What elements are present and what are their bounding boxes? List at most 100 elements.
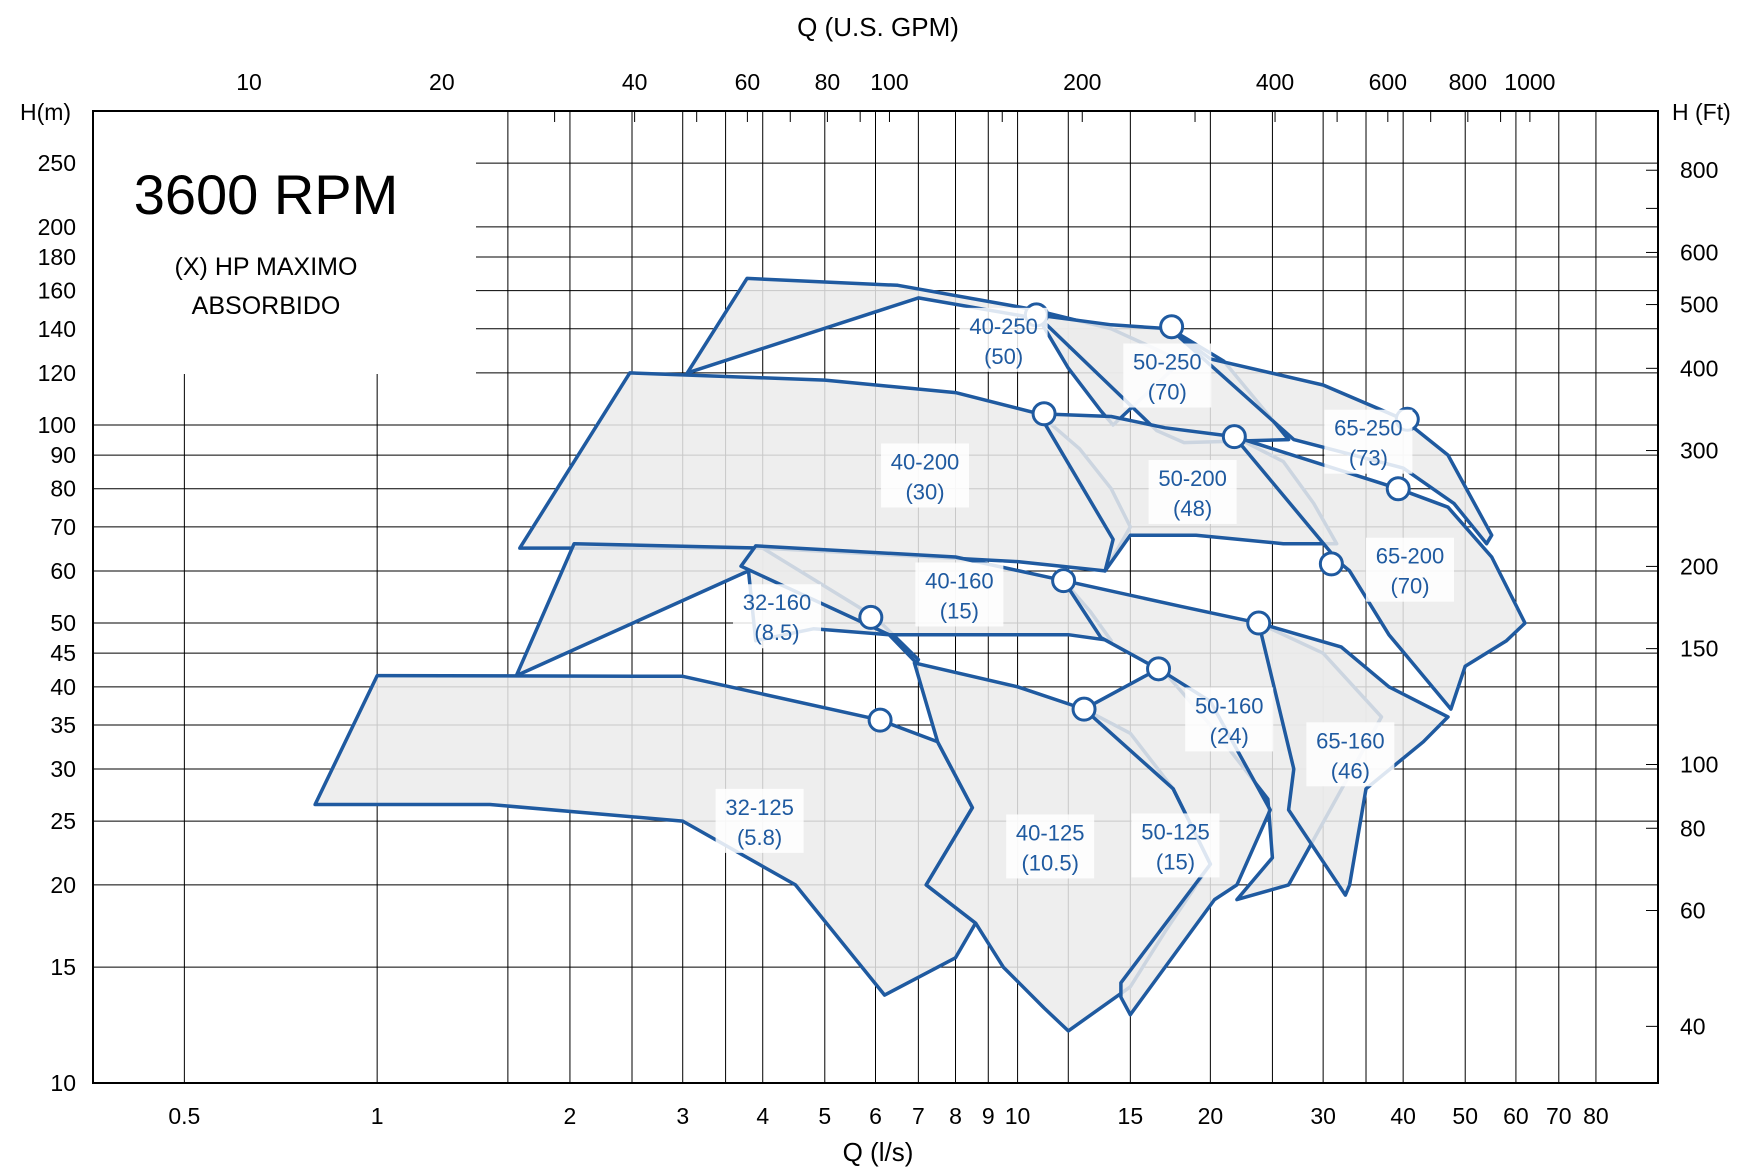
pump-model-label: 50-200 [1158,466,1227,491]
y2-tick-label: 60 [1680,897,1706,923]
y-tick-label: 80 [50,476,76,502]
y2-tick-label: 150 [1680,636,1718,662]
bep-marker-50-250 [1159,314,1185,340]
y-tick-label: 140 [38,316,76,342]
pump-hp-label: (73) [1349,446,1388,471]
x2-tick-label: 800 [1449,69,1487,95]
x-tick-label: 60 [1503,1103,1529,1129]
pump-model-label: 40-125 [1016,820,1085,845]
x2-tick-label: 400 [1256,69,1294,95]
y2-tick-label: 400 [1680,355,1718,381]
pump-model-label: 32-125 [725,795,794,820]
x2-tick-label: 1000 [1504,69,1555,95]
y-axis-title-right: H (Ft) [1672,99,1731,125]
y-tick-label: 50 [50,610,76,636]
bep-marker-65-160 [1318,551,1344,577]
x-tick-label: 3 [676,1103,689,1129]
y-tick-label: 45 [50,640,76,666]
pump-label-bg-40-160 [915,562,1004,627]
bep-marker-32-160 [858,604,884,630]
pump-label-bg-65-200 [1366,537,1455,602]
pump-hp-label: (70) [1390,574,1429,599]
x-tick-label: 20 [1198,1103,1224,1129]
y-axis-title-left: H(m) [20,99,71,125]
y-tick-label: 250 [38,150,76,176]
pump-model-label: 40-250 [969,314,1038,339]
x-tick-label: 80 [1583,1103,1609,1129]
y-tick-label: 35 [50,712,76,738]
y-tick-label: 90 [50,442,76,468]
y-tick-label: 200 [38,214,76,240]
y2-tick-label: 300 [1680,438,1718,464]
bep-marker-50-160 [1246,610,1272,636]
y-tick-label: 40 [50,674,76,700]
x-tick-label: 1 [371,1103,384,1129]
pump-model-label: 40-200 [891,449,960,474]
y-tick-label: 160 [38,278,76,304]
pump-model-label: 32-160 [743,590,812,615]
pump-hp-label: (15) [1156,849,1195,874]
x-axis-title-top: Q (U.S. GPM) [797,12,959,42]
pump-label-bg-50-250 [1123,343,1212,408]
note-line-2: ABSORBIDO [192,292,341,320]
x2-tick-label: 80 [815,69,841,95]
y-tick-label: 100 [38,412,76,438]
y2-tick-label: 600 [1680,239,1718,265]
pump-model-label: 50-250 [1133,350,1202,375]
x-tick-label: 8 [949,1103,962,1129]
pump-hp-label: (5.8) [737,825,782,850]
x-tick-label: 50 [1452,1103,1478,1129]
pump-hp-label: (46) [1331,758,1370,783]
pump-hp-label: (24) [1210,723,1249,748]
pump-hp-label: (70) [1148,380,1187,405]
x-tick-label: 10 [1005,1103,1031,1129]
x2-tick-label: 40 [622,69,648,95]
pump-model-label: 65-250 [1334,416,1403,441]
pump-label-bg-40-250 [959,307,1048,372]
y2-tick-label: 200 [1680,553,1718,579]
plot-frame [92,110,1659,1084]
bep-marker-50-200 [1221,424,1247,450]
y-tick-label: 180 [38,244,76,270]
x-tick-label: 70 [1546,1103,1572,1129]
chart-title: 3600 RPM [134,163,399,226]
y-tick-label: 120 [38,360,76,386]
pump-label-bg-40-125 [1006,814,1095,879]
x-axis-title-bottom: Q (l/s) [843,1137,914,1167]
pump-label-bg-32-125 [715,788,804,853]
rpm-box: 3600 RPM (X) HP MAXIMO ABSORBIDO [94,112,476,374]
bep-marker-40-200 [1031,401,1057,427]
pump-regions [313,276,1527,1033]
bep-marker-50-125 [1146,656,1172,682]
note-line-1: (X) HP MAXIMO [175,253,358,281]
bep-marker-65-200 [1385,476,1411,502]
y-tick-label: 25 [50,808,76,834]
x-tick-label: 2 [564,1103,577,1129]
y-tick-label: 60 [50,558,76,584]
x2-tick-label: 60 [735,69,761,95]
bep-marker-40-125 [1071,696,1097,722]
y2-tick-label: 800 [1680,157,1718,183]
pump-hp-label: (10.5) [1021,850,1078,875]
pump-model-label: 50-160 [1195,693,1264,718]
x2-tick-label: 200 [1063,69,1101,95]
pump-label-bg-50-200 [1148,459,1237,524]
x2-tick-label: 10 [236,69,262,95]
y2-tick-label: 100 [1680,752,1718,778]
x-tick-label: 40 [1390,1103,1416,1129]
pump-hp-label: (30) [905,479,944,504]
y-tick-label: 30 [50,756,76,782]
pump-hp-label: (8.5) [754,620,799,645]
y2-tick-label: 80 [1680,815,1706,841]
x2-tick-label: 600 [1369,69,1407,95]
x-tick-label: 15 [1118,1103,1144,1129]
y-tick-label: 20 [50,872,76,898]
pump-label-bg-50-125 [1131,813,1220,878]
pump-model-label: 50-125 [1141,819,1210,844]
pump-label-bg-40-200 [881,443,970,508]
y2-tick-label: 500 [1680,292,1718,318]
bep-marker-32-125 [867,707,893,733]
pump-model-label: 40-160 [925,568,994,593]
